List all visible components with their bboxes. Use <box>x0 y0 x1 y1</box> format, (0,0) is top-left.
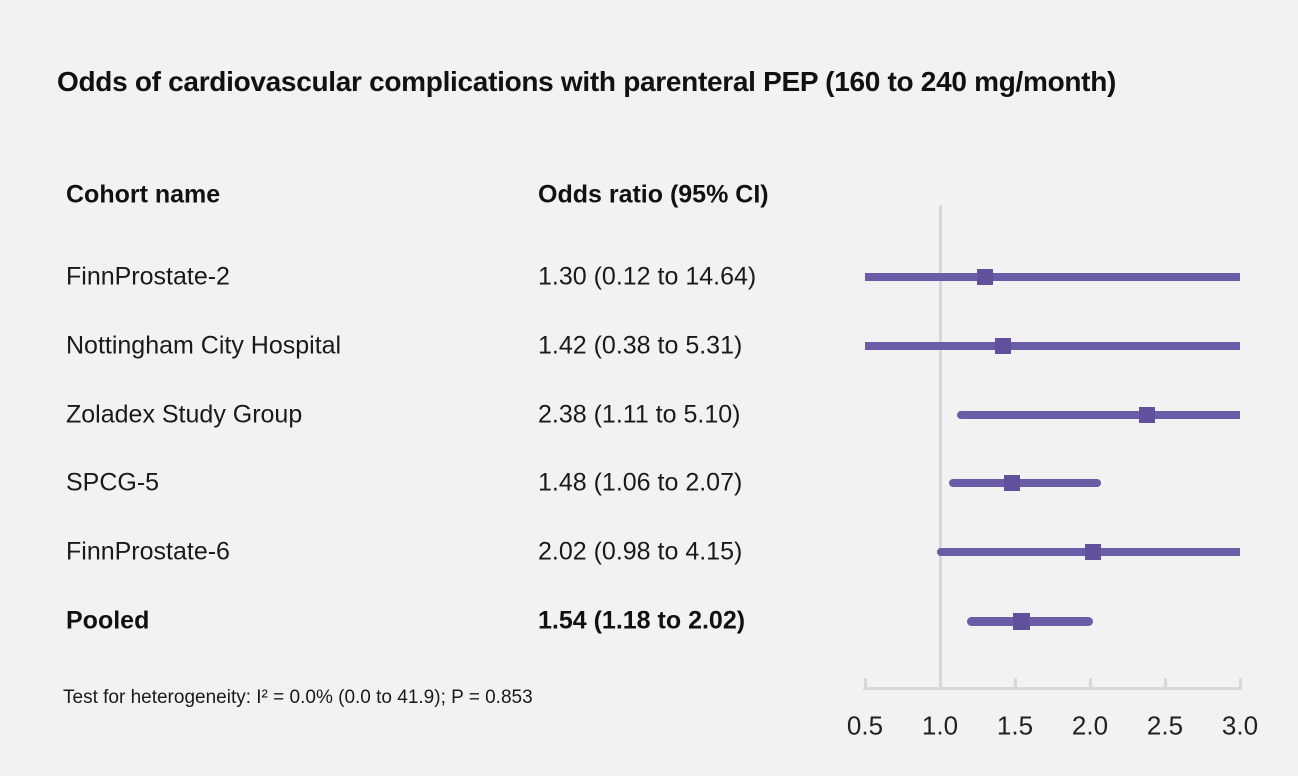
point-estimate-marker <box>1004 475 1020 492</box>
point-estimate-marker <box>1085 544 1101 561</box>
point-estimate-marker <box>1139 406 1155 423</box>
cohort-label: FinnProstate-2 <box>66 262 230 291</box>
x-axis-tick-label: 1.0 <box>921 710 959 741</box>
x-axis-tick-label: 0.5 <box>846 710 884 741</box>
odds-ratio-value: 2.02 (0.98 to 4.15) <box>538 537 743 566</box>
x-axis-line <box>863 687 1242 690</box>
x-axis-tick-label: 1.5 <box>996 710 1034 741</box>
heterogeneity-note: Test for heterogeneity: I² = 0.0% (0.0 t… <box>63 687 533 708</box>
pooled-estimate-marker <box>1012 612 1030 630</box>
x-axis-tick <box>1163 678 1167 690</box>
confidence-interval-line <box>865 341 1240 350</box>
confidence-interval-line <box>949 479 1101 488</box>
x-axis-tick-label: 2.5 <box>1146 710 1184 741</box>
x-axis-tick-label: 2.0 <box>1071 710 1109 741</box>
x-axis-tick <box>1013 678 1017 690</box>
odds-ratio-value: 1.30 (0.12 to 14.64) <box>538 262 757 291</box>
confidence-interval-line <box>956 410 1240 419</box>
cohort-label: Zoladex Study Group <box>66 400 303 429</box>
point-estimate-marker <box>995 337 1011 354</box>
point-estimate-marker <box>977 269 993 285</box>
column-header-cohort: Cohort name <box>66 180 221 209</box>
reference-line <box>938 205 942 690</box>
cohort-label: SPCG-5 <box>66 468 160 497</box>
cohort-label: Nottingham City Hospital <box>66 331 342 360</box>
odds-ratio-value: 1.54 (1.18 to 2.02) <box>538 606 746 635</box>
cohort-label: Pooled <box>66 606 150 635</box>
x-axis-tick <box>863 678 867 690</box>
odds-ratio-value: 1.48 (1.06 to 2.07) <box>538 468 743 497</box>
confidence-interval-line <box>967 616 1093 626</box>
x-axis-tick-label: 3.0 <box>1221 710 1259 741</box>
x-axis-tick <box>1088 678 1092 690</box>
figure-title: Odds of cardiovascular complications wit… <box>57 66 1117 97</box>
odds-ratio-value: 2.38 (1.11 to 5.10) <box>538 400 741 429</box>
cohort-label: FinnProstate-6 <box>66 537 230 566</box>
confidence-interval-line <box>865 273 1240 281</box>
x-axis-tick <box>1238 678 1242 690</box>
column-header-odds-ratio: Odds ratio (95% CI) <box>538 180 769 209</box>
odds-ratio-value: 1.42 (0.38 to 5.31) <box>538 331 743 360</box>
